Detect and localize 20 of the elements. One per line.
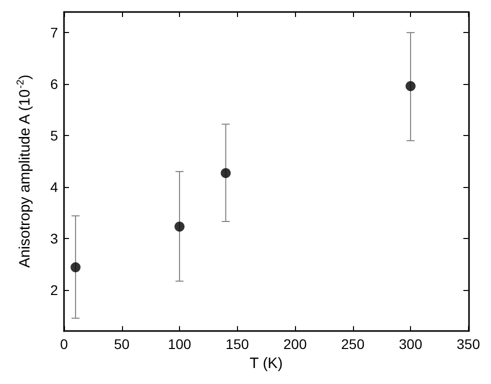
y-tick-label: 2	[50, 282, 58, 298]
x-tick-label: 50	[114, 336, 130, 352]
y-tick-label: 6	[50, 76, 58, 92]
point	[174, 222, 185, 232]
x-tick-label: 300	[398, 336, 422, 352]
y-tick-label: 5	[50, 128, 58, 144]
x-tick-label: 350	[456, 336, 480, 352]
point	[70, 262, 81, 272]
point	[220, 168, 231, 178]
x-tick-label: 100	[168, 336, 192, 352]
x-tick-label: 200	[283, 336, 307, 352]
x-axis-title: T (K)	[250, 355, 283, 372]
x-tick-label: 150	[226, 336, 250, 352]
y-tick-label: 7	[50, 24, 58, 41]
x-tick-label: 250	[341, 336, 365, 352]
y-axis-title: Anisotropy amplitude A (10-2)	[16, 74, 34, 268]
y-tick-label: 4	[50, 178, 58, 195]
y-tick-label: 3	[50, 230, 58, 246]
point	[406, 81, 416, 92]
x-tick-label: 0	[60, 336, 68, 352]
